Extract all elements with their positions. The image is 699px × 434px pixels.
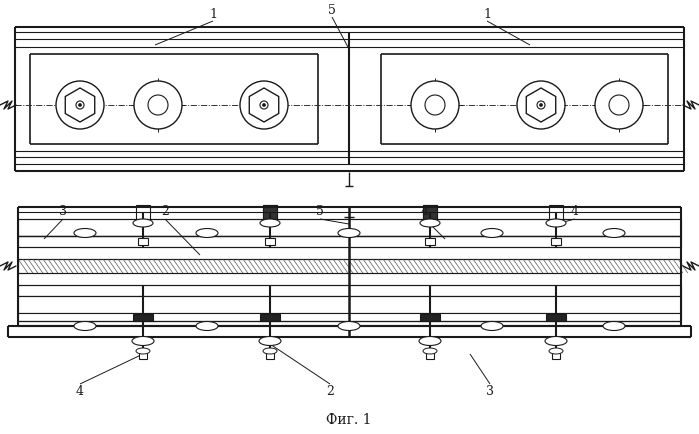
Ellipse shape xyxy=(423,348,437,354)
Ellipse shape xyxy=(263,348,277,354)
Ellipse shape xyxy=(420,220,440,227)
Ellipse shape xyxy=(481,229,503,238)
Bar xyxy=(263,206,277,220)
Polygon shape xyxy=(526,89,556,123)
Text: 4: 4 xyxy=(421,205,429,218)
Text: 5: 5 xyxy=(316,205,324,218)
Ellipse shape xyxy=(338,229,360,238)
Ellipse shape xyxy=(549,348,563,354)
Text: 5: 5 xyxy=(328,3,336,16)
Circle shape xyxy=(240,82,288,130)
Bar xyxy=(423,206,437,220)
Bar xyxy=(263,206,277,220)
Bar xyxy=(552,349,560,359)
Text: 4: 4 xyxy=(76,385,84,398)
Polygon shape xyxy=(250,89,279,123)
Circle shape xyxy=(260,102,268,110)
Circle shape xyxy=(411,82,459,130)
Circle shape xyxy=(517,82,565,130)
Ellipse shape xyxy=(419,337,441,346)
Text: 3: 3 xyxy=(59,205,67,218)
Circle shape xyxy=(76,102,84,110)
Bar xyxy=(0,207,699,394)
Bar xyxy=(18,285,681,296)
Ellipse shape xyxy=(132,337,154,346)
Bar xyxy=(136,206,150,220)
Text: 2: 2 xyxy=(161,205,169,218)
Circle shape xyxy=(609,96,629,116)
Ellipse shape xyxy=(133,220,153,227)
Bar xyxy=(551,238,561,246)
Circle shape xyxy=(537,102,545,110)
Bar xyxy=(0,28,699,184)
Ellipse shape xyxy=(260,220,280,227)
Bar xyxy=(420,314,440,321)
Ellipse shape xyxy=(338,322,360,331)
Bar xyxy=(426,349,434,359)
Bar xyxy=(18,220,681,237)
Polygon shape xyxy=(65,89,95,123)
Bar xyxy=(18,237,681,247)
Circle shape xyxy=(78,104,82,107)
Text: 3: 3 xyxy=(486,385,494,398)
Text: Фиг. 1: Фиг. 1 xyxy=(326,412,372,426)
Bar xyxy=(266,349,274,359)
Bar xyxy=(425,238,435,246)
Bar xyxy=(18,296,681,313)
Text: 1: 1 xyxy=(483,7,491,20)
Bar xyxy=(423,206,437,220)
Circle shape xyxy=(595,82,643,130)
Bar xyxy=(260,314,280,321)
Bar xyxy=(139,349,147,359)
Ellipse shape xyxy=(196,229,218,238)
Bar xyxy=(18,260,681,273)
Text: 1: 1 xyxy=(209,7,217,20)
Ellipse shape xyxy=(74,229,96,238)
Ellipse shape xyxy=(545,337,567,346)
Ellipse shape xyxy=(136,348,150,354)
Bar xyxy=(133,314,153,321)
Circle shape xyxy=(56,82,104,130)
Ellipse shape xyxy=(603,322,625,331)
Ellipse shape xyxy=(546,220,566,227)
Bar xyxy=(18,313,681,321)
Ellipse shape xyxy=(196,322,218,331)
Circle shape xyxy=(134,82,182,130)
Text: 2: 2 xyxy=(326,385,334,398)
Circle shape xyxy=(263,104,266,107)
Circle shape xyxy=(148,96,168,116)
Ellipse shape xyxy=(259,337,281,346)
Bar xyxy=(265,238,275,246)
Bar xyxy=(549,206,563,220)
Ellipse shape xyxy=(74,322,96,331)
Circle shape xyxy=(425,96,445,116)
Ellipse shape xyxy=(603,229,625,238)
Bar xyxy=(138,238,148,246)
Ellipse shape xyxy=(481,322,503,331)
Bar xyxy=(546,314,566,321)
Circle shape xyxy=(540,104,542,107)
Text: 4: 4 xyxy=(571,205,579,218)
